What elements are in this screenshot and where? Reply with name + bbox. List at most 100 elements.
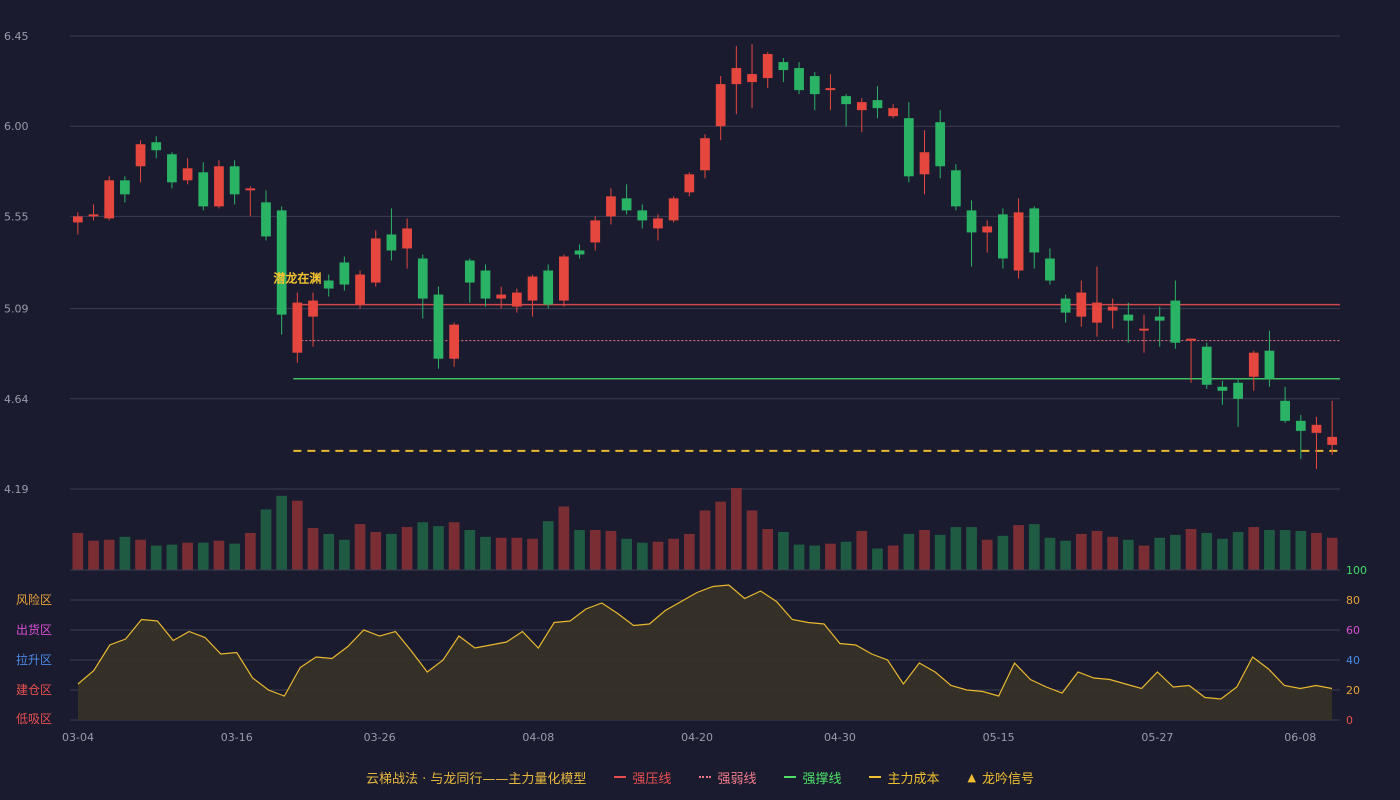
volume-bar: [323, 533, 335, 570]
volume-bar: [574, 529, 585, 570]
volume-bar: [135, 539, 146, 570]
price-tick-label: 4.19: [4, 483, 29, 496]
volume-bar: [1264, 529, 1275, 570]
candle-body: [1045, 258, 1055, 281]
candle-body: [998, 214, 1008, 259]
candle-body: [966, 210, 977, 233]
volume-bar: [558, 506, 570, 570]
indicator-zone-label: 拉升区: [16, 652, 52, 667]
candle-body: [464, 260, 475, 283]
candle-body: [653, 218, 663, 229]
volume-bar: [621, 538, 632, 570]
candle-body: [480, 270, 491, 299]
volume-bar: [1044, 537, 1056, 570]
candle-body: [825, 88, 836, 91]
candle-body: [637, 210, 648, 221]
candle-body: [684, 174, 695, 193]
volume-bar: [1295, 530, 1307, 570]
volume-bar: [448, 522, 460, 570]
volume-bar: [307, 528, 319, 570]
volume-bar: [1154, 537, 1166, 570]
candle-body: [1107, 306, 1118, 311]
volume-bar: [872, 548, 883, 570]
candle-body: [1217, 386, 1228, 391]
candle-body: [762, 54, 773, 79]
volume-bar: [1232, 531, 1244, 570]
volume-bar: [354, 524, 366, 570]
x-tick-label: 04-30: [824, 731, 856, 744]
candle-body: [386, 234, 397, 251]
volume-bar: [339, 539, 350, 570]
volume-bar: [1185, 529, 1197, 570]
candle-body: [402, 228, 412, 249]
candle-body: [1295, 420, 1306, 431]
candle-body: [120, 180, 130, 195]
candle-body: [1311, 424, 1322, 433]
volume-bar: [1091, 530, 1103, 570]
volume-bar: [1279, 529, 1291, 570]
candle-body: [621, 198, 632, 211]
indicator-zone-label: 出货区: [16, 622, 52, 637]
x-tick-label: 04-20: [681, 731, 713, 744]
volume-bar: [166, 544, 178, 570]
chart-legend: 云梯战法 · 与龙同行——主力量化模型 强压线 强弱线 强撑线 主力成本 ▲ 龙…: [0, 766, 1400, 788]
legend-item-strong-weak[interactable]: 强弱线: [699, 768, 756, 787]
candle-body: [856, 102, 867, 111]
indicator-zone-label: 低吸区: [16, 712, 52, 726]
volume-bar: [840, 541, 852, 570]
x-tick-label: 03-16: [221, 731, 253, 744]
candle-body: [182, 168, 193, 181]
volume-bar: [887, 545, 899, 570]
volume-bar: [1311, 532, 1322, 570]
sentiment-line: [77, 584, 1333, 700]
volume-bar: [605, 530, 617, 570]
candle-body: [229, 166, 240, 195]
legend-item-main-cost[interactable]: 主力成本: [869, 768, 939, 787]
candle-body: [590, 220, 601, 243]
indicator-tick-label: 80: [1346, 594, 1360, 607]
candle-body: [198, 172, 209, 207]
volume-bar: [527, 538, 538, 570]
candle-body: [903, 118, 914, 177]
volume-bar: [291, 500, 303, 570]
candle-body: [1092, 302, 1102, 323]
candle-body: [809, 76, 820, 95]
volume-bar: [197, 542, 209, 570]
candle-body: [72, 216, 83, 223]
price-tick-label: 6.45: [4, 30, 29, 43]
candle-body: [888, 108, 899, 117]
candle-body: [841, 96, 851, 105]
indicator-zone-label: 风险区: [16, 592, 52, 607]
candle-body: [1076, 292, 1087, 317]
candle-body: [292, 302, 303, 353]
volume-bar: [1170, 534, 1181, 570]
volume-bar: [1248, 527, 1260, 570]
volume-bar: [182, 542, 193, 570]
legend-item-dragon-signal[interactable]: ▲ 龙吟信号: [967, 768, 1033, 787]
legend-item-strong-support[interactable]: 强撑线: [784, 768, 841, 787]
candle-body: [355, 274, 365, 305]
volume-bar: [856, 530, 868, 570]
candle-body: [747, 74, 757, 83]
volume-bar: [668, 538, 680, 570]
candle-body: [323, 280, 334, 289]
volume-bar: [72, 532, 84, 570]
volume-bar: [1326, 537, 1338, 570]
candle-body: [1327, 436, 1338, 445]
candle-body: [1264, 350, 1275, 379]
candle-body: [417, 258, 428, 299]
volume-bar: [103, 539, 115, 570]
x-tick-label: 03-26: [364, 731, 396, 744]
candle-body: [1248, 352, 1259, 377]
legend-item-strong-pressure[interactable]: 强压线: [614, 768, 671, 787]
volume-bar: [793, 544, 805, 570]
volume-bar: [699, 510, 711, 570]
volume-bar: [1028, 524, 1040, 570]
volume-bar: [903, 533, 915, 570]
volume-bar: [464, 529, 476, 570]
candle-body: [1170, 300, 1181, 343]
candle-body: [167, 154, 177, 183]
volume-bar: [119, 536, 131, 570]
candle-body: [1139, 328, 1149, 331]
volume-bar: [715, 501, 727, 570]
